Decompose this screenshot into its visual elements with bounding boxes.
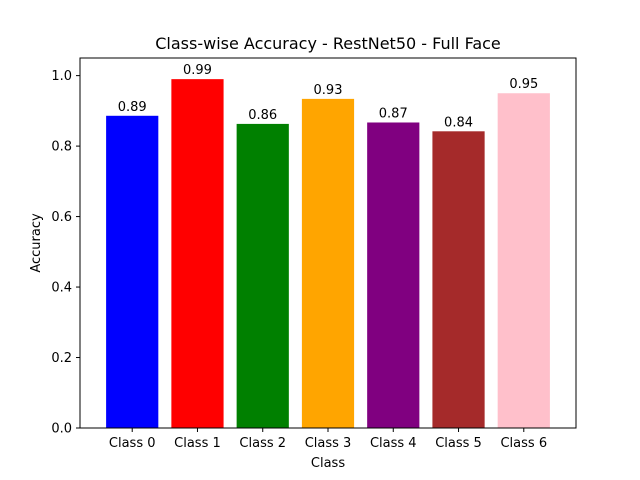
bar-class-3 [301, 98, 355, 428]
bar-class-6 [497, 93, 550, 429]
data-label: 0.87 [379, 106, 408, 121]
x-tick-label: Class 6 [500, 436, 547, 451]
plot-frame [79, 57, 577, 429]
x-tick-label: Class 2 [239, 436, 286, 451]
y-tick-label: 0.4 [51, 281, 72, 296]
bar-class-2 [236, 123, 289, 429]
x-axis: Class 0 Class 1 Class 2 Class 3 Class 4 Class… [109, 428, 547, 451]
data-labels-group: 0.89 0.99 0.86 0.93 0.87 0.84 0.95 [118, 63, 539, 130]
x-axis-label: Class [311, 456, 345, 471]
x-tick-label: Class 5 [435, 436, 482, 451]
data-label: 0.89 [118, 100, 147, 115]
bar-class-0 [106, 115, 159, 428]
bar-class-1 [171, 79, 224, 428]
chart-title: Class-wise Accuracy - RestNet50 - Full F… [155, 34, 501, 53]
y-tick-label: 0.6 [51, 210, 72, 225]
bars-group [106, 79, 550, 429]
y-tick-label: 1.0 [51, 69, 72, 84]
data-label: 0.84 [444, 115, 473, 130]
data-label: 0.99 [183, 63, 212, 78]
y-tick-label: 0.2 [51, 351, 72, 366]
x-tick-label: Class 3 [305, 436, 352, 451]
bar-class-4 [367, 122, 420, 429]
x-tick-label: Class 1 [174, 436, 221, 451]
data-label: 0.95 [509, 77, 538, 92]
x-tick-label: Class 0 [109, 436, 156, 451]
y-axis-label: Accuracy [29, 213, 44, 273]
bar-class-5 [432, 131, 485, 429]
y-tick-label: 0.0 [51, 422, 72, 437]
data-label: 0.86 [248, 108, 277, 123]
data-label: 0.93 [314, 83, 343, 98]
y-axis: 0.0 0.2 0.4 0.6 0.8 1.0 [51, 69, 80, 437]
x-tick-label: Class 4 [370, 436, 417, 451]
y-tick-label: 0.8 [51, 140, 72, 155]
